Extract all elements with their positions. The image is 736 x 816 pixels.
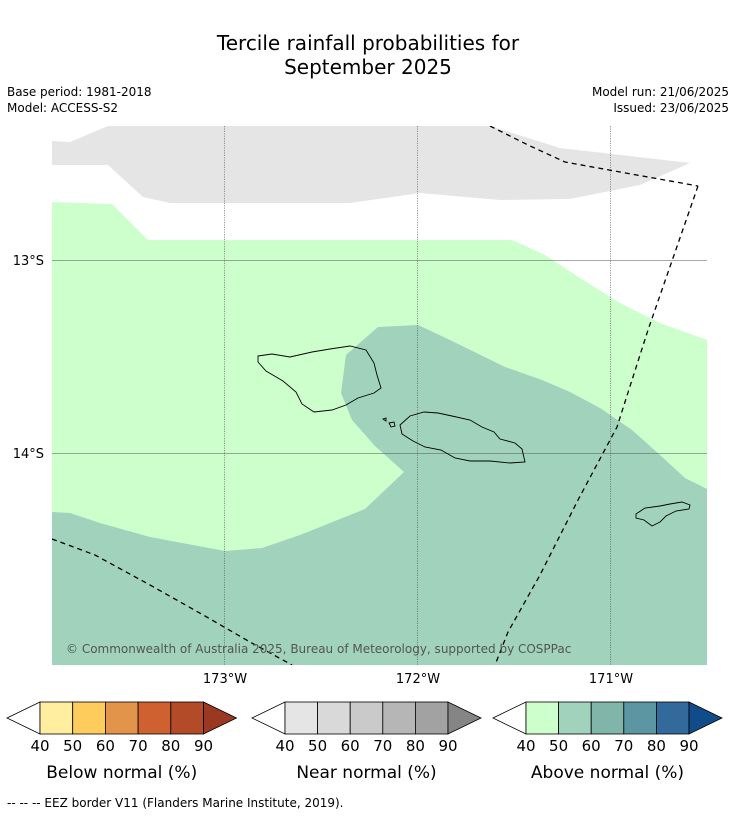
above-legend-swatch (623, 701, 657, 735)
legend-below-normal: 40 50 60 70 80 90 Below normal (%) (6, 701, 238, 783)
below-legend-tick-label: 60 (96, 737, 115, 755)
near-legend-tick-label: 90 (438, 737, 457, 755)
longitude-labels: 173°W 172°W 171°W (203, 672, 633, 687)
above-legend-tick-label: 70 (614, 737, 633, 755)
eez-border-north (489, 126, 699, 187)
above-legend-low-cap (492, 701, 527, 735)
above-legend-tick-label: 40 (516, 737, 535, 755)
near-legend-tick-label: 80 (406, 737, 425, 755)
below-legend-swatch (105, 701, 139, 735)
above-legend-swatch (525, 701, 559, 735)
above-legend-tick-label: 60 (582, 737, 601, 755)
below-legend-tick-label: 40 (30, 737, 49, 755)
above-legend-tick-label: 50 (549, 737, 568, 755)
map-title: Tercile rainfall probabilities for Septe… (0, 31, 736, 79)
map-panel (52, 126, 707, 665)
near-legend-tick-label: 60 (341, 737, 360, 755)
lon-label-172w: 172°W (396, 672, 440, 687)
near-legend-swatch (317, 701, 351, 735)
below-legend-tick-label: 50 (63, 737, 82, 755)
copyright-text: © Commonwealth of Australia 2025, Bureau… (66, 642, 571, 656)
below-legend-title: Below normal (%) (46, 763, 197, 783)
lon-label-173w: 173°W (203, 672, 247, 687)
title-line-1: Tercile rainfall probabilities for (216, 31, 520, 55)
eez-border-south (52, 538, 293, 665)
title-line-2: September 2025 (284, 55, 452, 79)
below-legend-swatch (72, 701, 106, 735)
legend-above-normal: 40 50 60 70 80 90 Above normal (%) (492, 701, 723, 783)
latitude-labels: 13°S 14°S (13, 254, 44, 462)
above-normal-50-60-region (52, 325, 707, 665)
eez-footnote: -- -- -- EEZ border V11 (Flanders Marine… (7, 796, 344, 810)
above-legend-tick-label: 90 (679, 737, 698, 755)
below-legend-high-cap (203, 701, 238, 735)
near-normal-region (52, 126, 690, 203)
base-period: Base period: 1981-2018 (7, 85, 152, 99)
below-legend-swatch (137, 701, 172, 735)
island-savaii (257, 345, 382, 413)
island-apolima (388, 421, 396, 428)
lon-label-171w: 171°W (589, 672, 633, 687)
above-legend-swatch (590, 701, 625, 735)
below-legend-swatch (39, 701, 74, 735)
above-legend-swatch (656, 701, 690, 735)
above-legend-title: Above normal (%) (531, 763, 684, 783)
above-legend-tick-label: 80 (647, 737, 666, 755)
near-legend-swatch (284, 701, 318, 735)
island-tutuila (635, 501, 691, 527)
near-legend-tick-label: 70 (373, 737, 392, 755)
near-legend-high-cap (447, 701, 482, 735)
model-run-date: Model run: 21/06/2025 (591, 85, 729, 99)
issued-date: Issued: 23/06/2025 (613, 101, 729, 115)
gridlines (52, 126, 707, 665)
above-legend-swatch (558, 701, 592, 735)
near-legend-tick-label: 40 (275, 737, 294, 755)
near-legend-tick-label: 50 (308, 737, 327, 755)
coastlines (257, 345, 691, 527)
island-upolu (399, 411, 526, 464)
below-legend-tick-label: 90 (194, 737, 213, 755)
below-legend-tick-label: 80 (161, 737, 180, 755)
run-info: Model run: 21/06/2025 Issued: 23/06/2025 (592, 84, 729, 116)
below-legend-swatch (170, 701, 204, 735)
near-legend-title: Near normal (%) (296, 763, 436, 783)
model-name: Model: ACCESS-S2 (7, 101, 119, 115)
above-legend-high-cap (688, 701, 723, 735)
island-manono (381, 417, 387, 422)
eez-border-east (494, 185, 699, 665)
lat-label-14s: 14°S (13, 447, 44, 462)
eez-borders (52, 126, 699, 665)
below-legend-tick-label: 70 (129, 737, 148, 755)
near-legend-swatch (349, 701, 384, 735)
near-legend-swatch (382, 701, 416, 735)
lat-label-13s: 13°S (13, 254, 44, 269)
near-legend-swatch (414, 701, 449, 735)
near-legend-low-cap (251, 701, 286, 735)
model-info: Base period: 1981-2018 Model: ACCESS-S2 (7, 84, 152, 116)
below-legend-low-cap (6, 701, 41, 735)
